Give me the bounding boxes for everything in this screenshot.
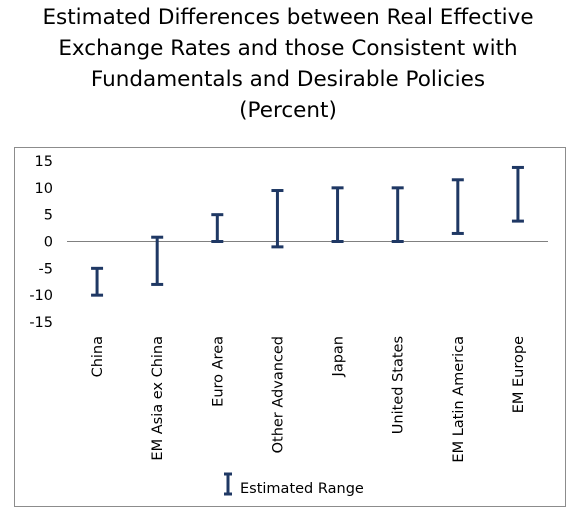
legend: Estimated Range: [224, 472, 364, 497]
y-tick-label: 0: [44, 235, 53, 251]
range-bar-euro-area: [211, 213, 224, 243]
title-line-2: Exchange Rates and those Consistent with: [58, 36, 518, 61]
category-label: Other Advanced: [270, 336, 286, 453]
range-bar-em-asia-ex-china: [151, 235, 164, 286]
legend-label: Estimated Range: [240, 481, 364, 497]
category-label: EM Latin America: [451, 336, 467, 463]
range-bars: [91, 165, 524, 297]
y-tick-label: -15: [29, 315, 53, 331]
y-tick-label: 15: [35, 154, 53, 170]
y-tick-label: -10: [29, 288, 53, 304]
range-bar-japan: [331, 186, 344, 243]
range-bar-other-advanced: [271, 189, 284, 249]
y-axis-ticks: 15 10 5 0 -5 -10 -15: [29, 154, 53, 331]
range-bar-em-latin-america: [451, 178, 464, 235]
category-label: EM Asia ex China: [150, 336, 166, 461]
range-bar-united-states: [391, 186, 404, 243]
category-label: Japan: [331, 336, 347, 377]
title-line-1: Estimated Differences between Real Effec…: [42, 5, 534, 30]
y-tick-label: 10: [35, 181, 53, 197]
y-tick-label: 5: [44, 208, 53, 224]
title-line-3: Fundamentals and Desirable Policies: [90, 67, 486, 92]
category-label: EM Europe: [511, 336, 527, 413]
category-label: Euro Area: [210, 336, 226, 407]
chart-area-frame: [14, 147, 566, 507]
category-labels: China EM Asia ex China Euro Area Other Adva…: [90, 336, 527, 463]
range-bar-em-europe: [511, 165, 524, 223]
title-line-4: (Percent): [239, 98, 337, 123]
category-label: United States: [391, 336, 407, 434]
range-bar-china: [91, 266, 104, 297]
chart-title: Estimated Differences between Real Effec…: [0, 2, 576, 126]
y-tick-label: -5: [39, 261, 53, 277]
category-label: China: [90, 336, 106, 377]
legend-range-marker: [224, 472, 232, 496]
